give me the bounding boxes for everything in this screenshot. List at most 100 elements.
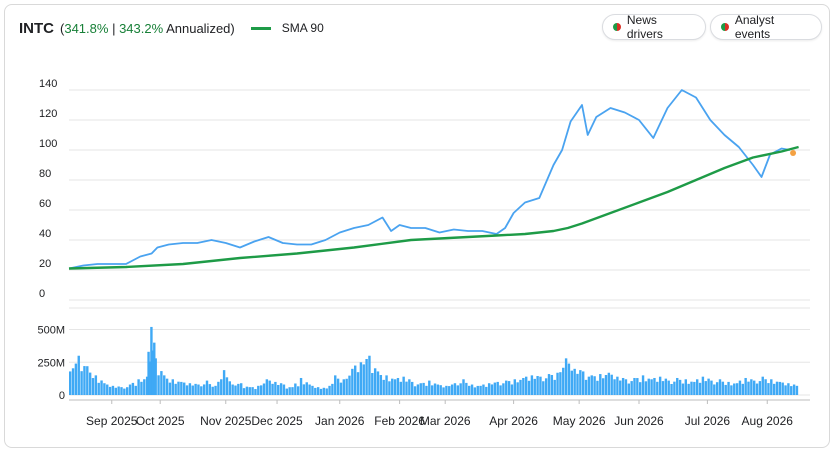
volume-bar — [108, 386, 112, 395]
volume-bar — [359, 362, 363, 395]
volume-bar — [86, 366, 89, 395]
volume-bar — [325, 388, 328, 395]
volume-bar — [459, 383, 462, 395]
volume-bar — [234, 385, 237, 395]
volume-bar — [151, 350, 155, 395]
volume-bar — [188, 383, 192, 395]
volume-bar — [482, 384, 485, 395]
volume-bar — [69, 371, 72, 395]
volume-bar — [621, 377, 625, 395]
volume-bar — [157, 375, 160, 395]
volume-bar — [550, 375, 554, 395]
analyst-dot-icon — [721, 23, 729, 31]
volume-bar — [527, 380, 531, 395]
price-y-tick-label: 20 — [39, 258, 51, 270]
volume-bar — [91, 378, 95, 395]
volume-bar — [319, 388, 323, 395]
volume-bar — [473, 387, 477, 395]
volume-bar — [279, 383, 283, 395]
volume-bar — [436, 384, 440, 395]
volume-bar — [584, 379, 588, 395]
volume-bar — [718, 379, 722, 395]
volume-bar — [376, 371, 380, 395]
news-drivers-label: News drivers — [626, 13, 663, 41]
volume-bar — [334, 375, 337, 395]
volume-bar — [314, 387, 317, 395]
volume-bar — [593, 376, 596, 395]
volume-bar — [616, 376, 619, 395]
price-y-tick-label: 120 — [39, 108, 57, 120]
analyst-events-button[interactable]: Analyst events — [710, 13, 822, 41]
volume-bar — [439, 385, 442, 395]
volume-bar — [487, 383, 491, 395]
x-tick-label: May 2026 — [553, 414, 606, 428]
separator: | — [112, 20, 116, 36]
volume-bar — [505, 380, 508, 395]
volume-bar — [282, 384, 286, 395]
volume-bar — [633, 377, 636, 395]
volume-bar — [539, 376, 542, 395]
volume-bar — [211, 386, 214, 395]
volume-bar — [601, 378, 605, 395]
volume-bar — [225, 377, 229, 395]
volume-bar — [399, 381, 402, 395]
volume-bar — [664, 378, 668, 395]
volume-bar — [636, 378, 639, 395]
volume-bar — [388, 381, 391, 395]
volume-bar — [627, 383, 630, 395]
volume-bar — [641, 375, 645, 395]
volume-bar — [222, 370, 226, 395]
volume-bar — [74, 363, 78, 395]
ticker-symbol: INTC — [19, 19, 54, 37]
volume-bar — [499, 385, 502, 395]
volume-bar — [639, 382, 642, 395]
volume-bar — [277, 384, 280, 395]
volume-bar — [77, 355, 80, 395]
volume-bar — [425, 385, 428, 395]
volume-bar — [248, 387, 251, 395]
volume-bar — [311, 385, 314, 395]
volume-bar — [468, 385, 471, 395]
volume-bar — [795, 385, 799, 395]
x-tick-label: Aug 2026 — [742, 414, 794, 428]
volume-bar — [305, 382, 308, 395]
volume-bar — [733, 383, 736, 395]
volume-bar — [137, 379, 140, 395]
volume-bar — [153, 342, 156, 395]
volume-bar — [191, 385, 194, 395]
volume-bar — [738, 380, 742, 395]
price-y-tick-label: 0 — [39, 288, 45, 300]
volume-bar — [755, 383, 759, 395]
volume-bar — [678, 379, 682, 395]
volume-bar — [522, 377, 525, 395]
volume-bar — [525, 376, 528, 395]
volume-bar — [741, 383, 744, 395]
volume-bar — [322, 387, 326, 395]
volume-bar — [371, 373, 374, 395]
volume-bar — [143, 379, 146, 395]
volume-bar — [530, 375, 534, 395]
volume-bar — [106, 384, 109, 395]
volume-bar — [393, 379, 397, 395]
volume-bar — [111, 385, 115, 395]
volume-bar — [294, 383, 297, 395]
x-tick-label: Apr 2026 — [489, 414, 538, 428]
volume-bar — [730, 385, 733, 395]
volume-bar — [148, 361, 152, 395]
volume-bar — [422, 382, 425, 395]
chart-header: INTC (341.8% | 343.2% Annualized) SMA 90 — [19, 17, 324, 39]
volume-bar — [405, 381, 408, 395]
volume-bar — [610, 374, 613, 395]
volume-bar — [254, 389, 257, 395]
volume-bar — [710, 380, 713, 395]
news-drivers-button[interactable]: News drivers — [602, 13, 706, 41]
volume-bar — [274, 381, 277, 395]
volume-bar — [735, 383, 739, 395]
volume-bar — [510, 384, 514, 395]
volume-bar — [165, 378, 169, 395]
volume-bar — [790, 386, 793, 395]
volume-bar — [490, 384, 494, 395]
volume-bar — [259, 385, 263, 395]
volume-bar — [80, 371, 83, 395]
volume-bar — [257, 385, 260, 395]
